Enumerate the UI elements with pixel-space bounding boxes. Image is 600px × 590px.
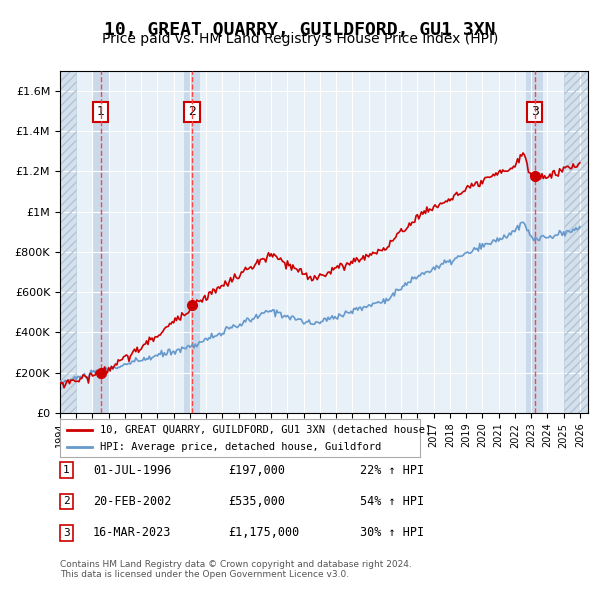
Bar [526, 71, 542, 413]
Bar [92, 71, 109, 413]
Bar [60, 71, 76, 413]
Bar [184, 71, 200, 413]
Text: 1: 1 [63, 466, 70, 475]
Bar [563, 71, 588, 413]
Text: 10, GREAT QUARRY, GUILDFORD, GU1 3XN (detached house): 10, GREAT QUARRY, GUILDFORD, GU1 3XN (de… [100, 425, 431, 435]
Bar [60, 71, 76, 413]
Text: £535,000: £535,000 [228, 495, 285, 508]
Text: 10, GREAT QUARRY, GUILDFORD, GU1 3XN: 10, GREAT QUARRY, GUILDFORD, GU1 3XN [104, 21, 496, 39]
Text: £1,175,000: £1,175,000 [228, 526, 299, 539]
Text: 16-MAR-2023: 16-MAR-2023 [93, 526, 172, 539]
Text: 01-JUL-1996: 01-JUL-1996 [93, 464, 172, 477]
Text: £197,000: £197,000 [228, 464, 285, 477]
Text: 22% ↑ HPI: 22% ↑ HPI [360, 464, 424, 477]
Text: 1: 1 [97, 106, 104, 119]
Text: 20-FEB-2002: 20-FEB-2002 [93, 495, 172, 508]
Text: 3: 3 [530, 106, 538, 119]
Text: 3: 3 [63, 528, 70, 537]
Text: Price paid vs. HM Land Registry's House Price Index (HPI): Price paid vs. HM Land Registry's House … [102, 32, 498, 47]
Text: 2: 2 [63, 497, 70, 506]
Bar [563, 71, 588, 413]
Text: 54% ↑ HPI: 54% ↑ HPI [360, 495, 424, 508]
Text: HPI: Average price, detached house, Guildford: HPI: Average price, detached house, Guil… [100, 441, 381, 451]
Text: 2: 2 [188, 106, 196, 119]
Text: 30% ↑ HPI: 30% ↑ HPI [360, 526, 424, 539]
Text: Contains HM Land Registry data © Crown copyright and database right 2024.
This d: Contains HM Land Registry data © Crown c… [60, 560, 412, 579]
